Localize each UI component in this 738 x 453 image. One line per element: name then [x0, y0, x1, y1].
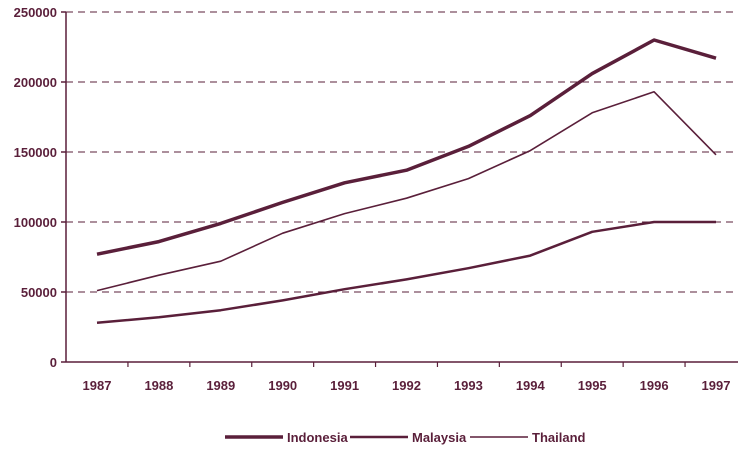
- x-tick-labels: 1987 1988 1989 1990 1991 1992 1993 1994 1995 1996…: [83, 362, 731, 393]
- series-line-thailand: [96, 91, 717, 292]
- legend-label: Indonesia: [287, 430, 348, 445]
- legend-label: Thailand: [532, 430, 586, 445]
- series-lines: [96, 38, 717, 325]
- x-tick-label: 1993: [454, 378, 483, 393]
- y-tick-label: 100000: [14, 215, 57, 230]
- axes: [65, 12, 738, 363]
- x-tick-label: 1996: [640, 378, 669, 393]
- y-tick-labels: 0 50000 100000 150000 200000 250000: [14, 5, 66, 370]
- legend-label: Malaysia: [412, 430, 467, 445]
- y-tick-label: 150000: [14, 145, 57, 160]
- x-tick-label: 1991: [330, 378, 359, 393]
- series-line-indonesia: [96, 38, 717, 256]
- series-line-malaysia: [96, 220, 716, 325]
- gridlines: [66, 11, 738, 293]
- y-tick-label: 0: [50, 355, 57, 370]
- y-tick-label: 50000: [21, 285, 57, 300]
- y-tick-label: 200000: [14, 75, 57, 90]
- x-tick-label: 1994: [516, 378, 546, 393]
- legend: Indonesia Malaysia Thailand: [225, 430, 586, 445]
- x-tick-label: 1990: [268, 378, 297, 393]
- x-tick-label: 1992: [392, 378, 421, 393]
- y-tick-label: 250000: [14, 5, 57, 20]
- x-tick-label: 1988: [144, 378, 173, 393]
- x-tick-label: 1987: [83, 378, 112, 393]
- x-tick-label: 1995: [578, 378, 607, 393]
- x-tick-label: 1989: [206, 378, 235, 393]
- x-tick-label: 1997: [702, 378, 731, 393]
